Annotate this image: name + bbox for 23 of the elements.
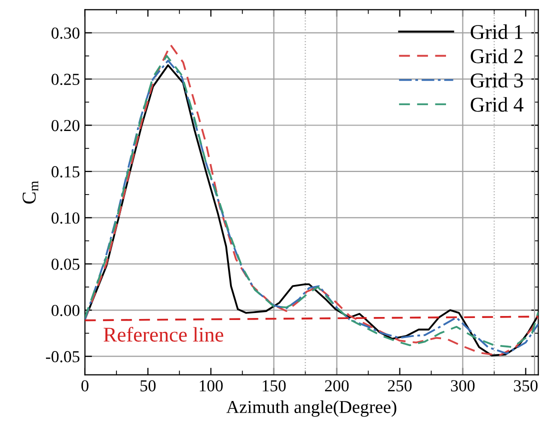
annotation: Reference line xyxy=(104,326,224,342)
x-tick-label: 50 xyxy=(140,380,156,392)
legend-label: Grid 1 xyxy=(470,24,522,40)
x-tick-label: 200 xyxy=(325,380,349,392)
legend-label: Grid 4 xyxy=(470,97,524,112)
x-tick-label: 350 xyxy=(514,380,538,392)
y-tick-label: 0.30 xyxy=(52,28,80,39)
x-tick-label: 0 xyxy=(81,380,88,392)
y-tick-label: 0.20 xyxy=(52,120,80,132)
y-tick-label: 0.00 xyxy=(52,304,80,316)
x-tick-label: 300 xyxy=(451,380,475,392)
y-tick-label: -0.05 xyxy=(46,351,80,362)
y-tick-label: 0.05 xyxy=(52,258,80,270)
x-tick-label: 150 xyxy=(262,380,286,392)
x-tick-label: 250 xyxy=(388,380,412,392)
legend-label: Grid 3 xyxy=(470,72,523,88)
y-tick-label: 0.25 xyxy=(52,74,80,86)
y-tick-label: 0.10 xyxy=(52,212,80,224)
legend-label: Grid 2 xyxy=(470,48,523,64)
y-tick-label: 0.15 xyxy=(52,166,80,178)
y-axis-title: C$_{m}$ xyxy=(22,180,38,204)
x-axis-title: Azimuth angle(Degree) xyxy=(226,400,396,417)
x-tick-label: 100 xyxy=(200,380,223,392)
